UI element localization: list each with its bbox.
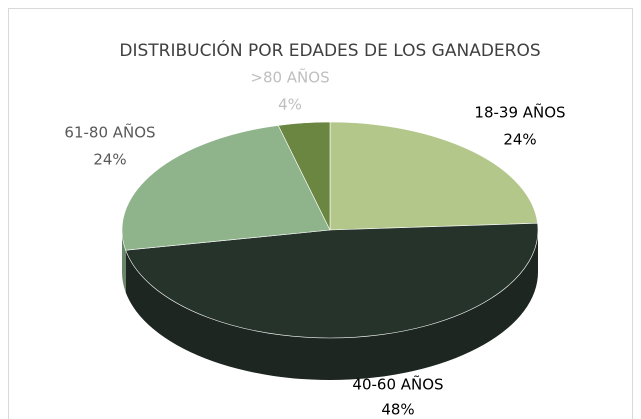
data-label-value: 4%: [278, 96, 302, 114]
data-label-category: 18-39 AÑOS: [474, 103, 565, 122]
slice: [277, 121, 331, 231]
chart-title: DISTRIBUCIÓN POR EDADES DE LOS GANADEROS: [119, 39, 540, 61]
slice: [125, 222, 539, 339]
data-label-category: >80 AÑOS: [250, 68, 329, 87]
data-label-value: 48%: [381, 401, 414, 419]
data-label-category: 40-60 AÑOS: [352, 375, 443, 394]
slice-side: [125, 230, 538, 381]
slice: [329, 121, 538, 231]
slice-side: [122, 230, 126, 293]
data-label-value: 24%: [93, 151, 126, 169]
data-label-value: 24%: [503, 131, 536, 149]
data-label-category: 61-80 AÑOS: [64, 123, 155, 142]
slice: [121, 125, 331, 251]
